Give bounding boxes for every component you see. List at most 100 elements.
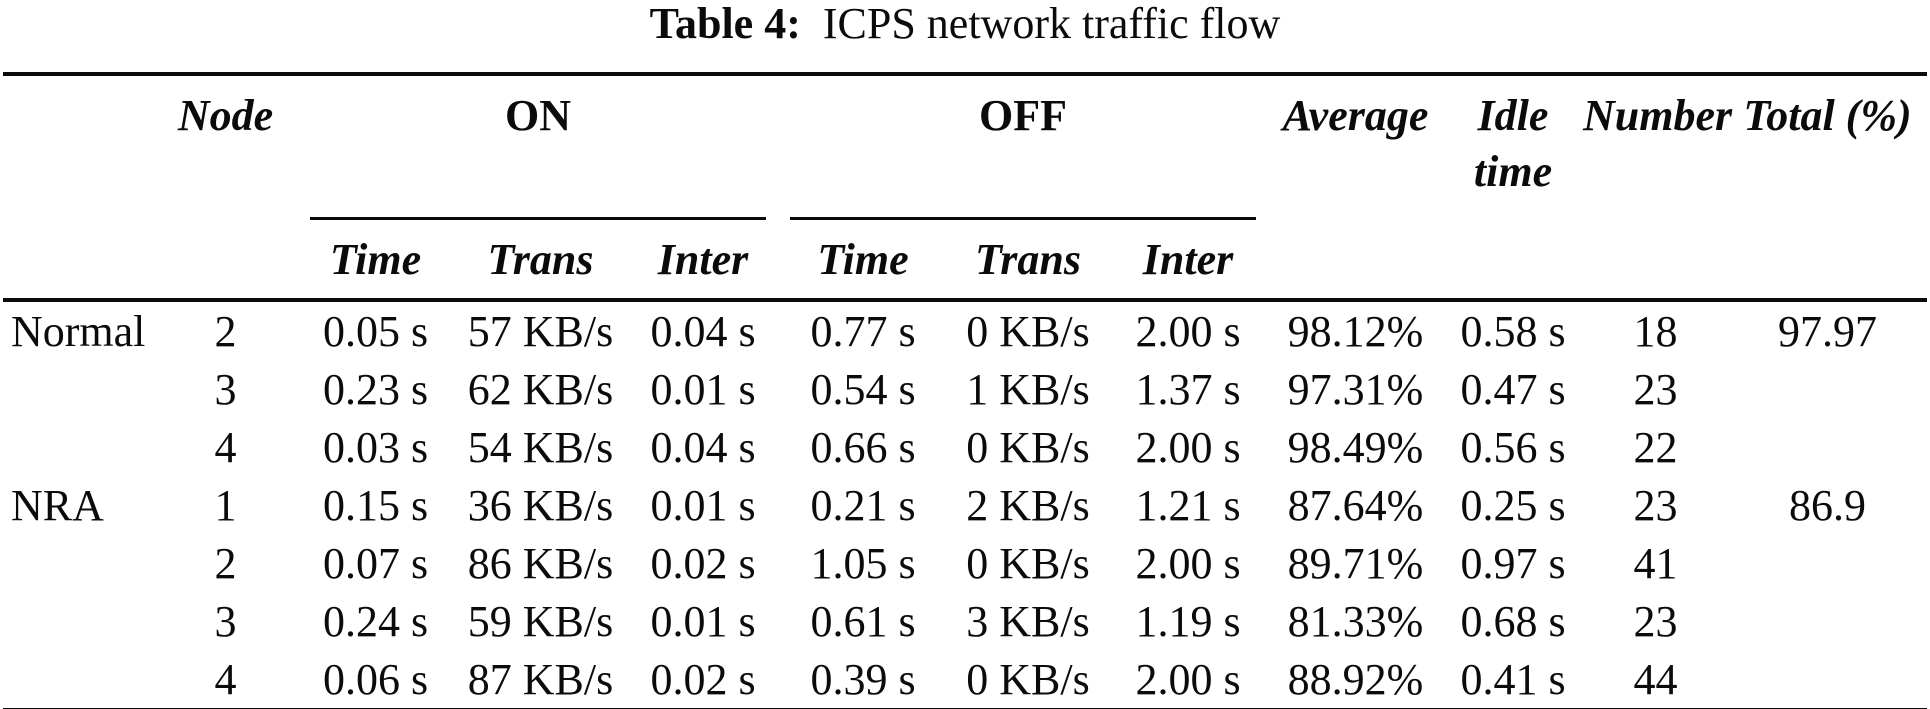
cell-group bbox=[3, 360, 153, 418]
cell-off-inter: 1.21 s bbox=[1135, 480, 1241, 530]
cell-off-trans: 1 KB/s bbox=[966, 364, 1090, 414]
cell-total bbox=[1728, 360, 1927, 418]
cell-on-trans: 62 KB/s bbox=[467, 364, 614, 414]
header-on: ON bbox=[505, 91, 571, 140]
cell-on-time: 0.03 s bbox=[322, 422, 429, 472]
cell-on-trans: 86 KB/s bbox=[467, 538, 614, 588]
cell-on-trans: 36 KB/s bbox=[467, 480, 614, 530]
cell-average: 98.49% bbox=[1287, 422, 1424, 472]
table-row: 3 0.24 s 59 KB/s 0.01 s 0.61 s 3 KB/s 1.… bbox=[3, 592, 1927, 650]
cell-on-inter: 0.02 s bbox=[650, 654, 756, 704]
cell-off-time: 0.21 s bbox=[810, 480, 916, 530]
cell-average: 98.12% bbox=[1287, 306, 1424, 356]
cell-idle: 0.58 s bbox=[1460, 306, 1566, 356]
cell-on-time: 0.07 s bbox=[322, 538, 429, 588]
on-cmidrule bbox=[310, 210, 766, 220]
header-total: Total (%) bbox=[1743, 91, 1912, 140]
cell-number: 22 bbox=[1633, 422, 1678, 472]
cell-average: 89.71% bbox=[1287, 538, 1424, 588]
header-group-spacer bbox=[3, 74, 153, 210]
cell-on-inter: 0.04 s bbox=[650, 422, 756, 472]
cell-off-trans: 2 KB/s bbox=[966, 480, 1090, 530]
cell-total bbox=[1728, 534, 1927, 592]
cell-group: Normal bbox=[11, 306, 146, 356]
header-row-groups: Node ON OFF Average Idle time Number Tot… bbox=[3, 74, 1927, 210]
cell-node: 3 bbox=[214, 364, 237, 414]
cell-off-inter: 1.19 s bbox=[1135, 596, 1241, 646]
cell-off-time: 0.54 s bbox=[810, 364, 916, 414]
cell-number: 23 bbox=[1633, 480, 1678, 530]
cell-idle: 0.56 s bbox=[1460, 422, 1566, 472]
cell-node: 4 bbox=[214, 422, 237, 472]
cell-number: 23 bbox=[1633, 596, 1678, 646]
cell-on-inter: 0.01 s bbox=[650, 596, 756, 646]
cell-off-inter: 2.00 s bbox=[1135, 654, 1241, 704]
cell-total: 97.97 bbox=[1778, 306, 1877, 356]
cell-off-time: 0.77 s bbox=[810, 306, 916, 356]
header-on-trans: Trans bbox=[453, 220, 628, 302]
header-on-inter: Inter bbox=[628, 220, 778, 302]
cell-on-time: 0.05 s bbox=[322, 306, 429, 356]
cell-on-inter: 0.02 s bbox=[650, 538, 756, 588]
cell-node: 2 bbox=[214, 306, 237, 356]
cell-off-trans: 0 KB/s bbox=[966, 654, 1090, 704]
cell-total bbox=[1728, 418, 1927, 476]
header-off-trans: Trans bbox=[948, 220, 1108, 302]
cell-group: NRA bbox=[11, 480, 104, 530]
cell-group bbox=[3, 650, 153, 709]
cell-number: 41 bbox=[1633, 538, 1678, 588]
cell-idle: 0.68 s bbox=[1460, 596, 1566, 646]
header-off-inter: Inter bbox=[1108, 220, 1268, 302]
header-average: Average bbox=[1282, 91, 1429, 140]
cell-off-time: 0.66 s bbox=[810, 422, 916, 472]
header-idle-time: Idle time bbox=[1473, 91, 1553, 196]
header-off: OFF bbox=[979, 91, 1067, 140]
cell-off-time: 0.39 s bbox=[810, 654, 916, 704]
cell-off-trans: 0 KB/s bbox=[966, 306, 1090, 356]
cell-node: 3 bbox=[214, 596, 237, 646]
cell-average: 97.31% bbox=[1287, 364, 1424, 414]
cell-idle: 0.97 s bbox=[1460, 538, 1566, 588]
cell-average: 87.64% bbox=[1287, 480, 1424, 530]
cell-on-trans: 57 KB/s bbox=[467, 306, 614, 356]
cell-average: 88.92% bbox=[1287, 654, 1424, 704]
cell-group bbox=[3, 592, 153, 650]
cell-off-inter: 2.00 s bbox=[1135, 306, 1241, 356]
cell-off-inter: 2.00 s bbox=[1135, 422, 1241, 472]
cell-off-trans: 0 KB/s bbox=[966, 422, 1090, 472]
cell-idle: 0.41 s bbox=[1460, 654, 1566, 704]
cell-on-trans: 54 KB/s bbox=[467, 422, 614, 472]
cell-off-trans: 0 KB/s bbox=[966, 538, 1090, 588]
cell-idle: 0.25 s bbox=[1460, 480, 1566, 530]
table-row: 4 0.06 s 87 KB/s 0.02 s 0.39 s 0 KB/s 2.… bbox=[3, 650, 1927, 709]
cell-on-time: 0.06 s bbox=[322, 654, 429, 704]
cell-node: 1 bbox=[214, 480, 237, 530]
cell-on-inter: 0.01 s bbox=[650, 480, 756, 530]
cell-off-time: 0.61 s bbox=[810, 596, 916, 646]
cell-on-time: 0.15 s bbox=[322, 480, 429, 530]
table-row: NRA 1 0.15 s 36 KB/s 0.01 s 0.21 s 2 KB/… bbox=[3, 476, 1927, 534]
cell-number: 44 bbox=[1633, 654, 1678, 704]
table-caption: Table 4: ICPS network traffic flow bbox=[0, 0, 1930, 52]
caption-title-text: ICPS network traffic flow bbox=[822, 0, 1281, 48]
cell-node: 4 bbox=[214, 654, 237, 704]
cell-off-inter: 2.00 s bbox=[1135, 538, 1241, 588]
cell-on-time: 0.24 s bbox=[322, 596, 429, 646]
cmidrule-row bbox=[3, 210, 1927, 220]
cell-average: 81.33% bbox=[1287, 596, 1424, 646]
cell-group bbox=[3, 418, 153, 476]
table-row: 2 0.07 s 86 KB/s 0.02 s 1.05 s 0 KB/s 2.… bbox=[3, 534, 1927, 592]
cell-on-trans: 59 KB/s bbox=[467, 596, 614, 646]
header-on-time: Time bbox=[298, 220, 453, 302]
cell-total bbox=[1728, 650, 1927, 709]
table-row: 4 0.03 s 54 KB/s 0.04 s 0.66 s 0 KB/s 2.… bbox=[3, 418, 1927, 476]
header-number: Number bbox=[1583, 91, 1733, 140]
cell-total bbox=[1728, 592, 1927, 650]
cell-on-inter: 0.04 s bbox=[650, 306, 756, 356]
header-off-time: Time bbox=[778, 220, 948, 302]
cell-idle: 0.47 s bbox=[1460, 364, 1566, 414]
cell-on-inter: 0.01 s bbox=[650, 364, 756, 414]
cell-on-trans: 87 KB/s bbox=[467, 654, 614, 704]
cell-group bbox=[3, 534, 153, 592]
